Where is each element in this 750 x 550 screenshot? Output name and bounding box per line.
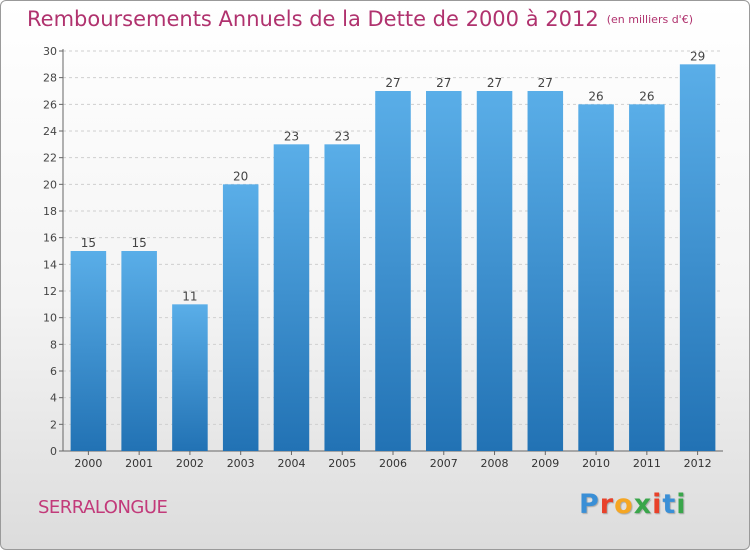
x-tick-label: 2002	[176, 457, 204, 470]
y-tick-label: 30	[43, 45, 57, 58]
x-tick-label: 2008	[481, 457, 509, 470]
data-label-2001: 15	[132, 236, 147, 250]
x-tick-label: 2007	[430, 457, 458, 470]
y-tick-label: 0	[50, 445, 57, 458]
data-label-2010: 26	[588, 89, 603, 103]
logo-letter: r	[599, 489, 615, 520]
bar-2000	[70, 251, 107, 451]
bar-2001	[121, 251, 157, 451]
bar-2010	[578, 104, 614, 451]
labels: 0246810121416182022242628301520001520011…	[43, 45, 712, 470]
chart-title-text: Remboursements Annuels de la Dette de 20…	[27, 7, 599, 31]
data-label-2009: 27	[538, 76, 553, 90]
data-label-2003: 20	[233, 169, 248, 183]
logo-letter: P	[579, 489, 600, 520]
x-tick-label: 2000	[74, 457, 102, 470]
chart-subtitle: (en milliers d'€)	[606, 13, 693, 26]
y-tick-label: 12	[43, 285, 57, 298]
logo-letter: x	[633, 489, 653, 520]
y-tick-label: 18	[43, 205, 57, 218]
y-tick-label: 10	[43, 312, 57, 325]
bars	[70, 64, 716, 452]
y-tick-label: 4	[50, 392, 57, 405]
x-tick-label: 2009	[531, 457, 559, 470]
bar-2005	[324, 144, 360, 452]
bar-2009	[527, 91, 564, 451]
proxiti-logo[interactable]: Proxiti	[579, 489, 687, 520]
commune-name: SERRALONGUE	[38, 497, 168, 518]
bar-2011	[629, 104, 665, 451]
data-label-2012: 29	[690, 49, 705, 63]
y-tick-label: 20	[43, 178, 57, 191]
x-tick-label: 2003	[227, 457, 255, 470]
logo-letter: i	[652, 489, 663, 520]
logo-letter: t	[662, 489, 677, 520]
bar-2004	[273, 144, 310, 452]
data-label-2007: 27	[436, 76, 451, 90]
bar-2012	[679, 64, 716, 452]
data-label-2006: 27	[385, 76, 400, 90]
data-label-2011: 26	[639, 89, 654, 103]
x-tick-label: 2005	[328, 457, 356, 470]
x-tick-label: 2012	[684, 457, 712, 470]
bar-2007	[426, 91, 462, 451]
bar-2006	[375, 91, 411, 451]
data-label-2002: 11	[182, 289, 197, 303]
y-tick-label: 8	[50, 338, 57, 351]
x-tick-label: 2001	[125, 457, 153, 470]
data-label-2000: 15	[81, 236, 96, 250]
y-tick-label: 26	[43, 98, 57, 111]
x-tick-label: 2011	[633, 457, 661, 470]
data-label-2004: 23	[284, 129, 299, 143]
bar-2003	[222, 184, 259, 452]
y-tick-label: 14	[43, 258, 57, 271]
bar-2008	[476, 91, 513, 451]
y-tick-label: 6	[50, 365, 57, 378]
x-tick-label: 2004	[277, 457, 305, 470]
x-tick-label: 2006	[379, 457, 407, 470]
data-label-2008: 27	[487, 76, 502, 90]
y-tick-label: 22	[43, 152, 57, 165]
y-tick-label: 16	[43, 232, 57, 245]
y-tick-label: 2	[50, 418, 57, 431]
logo-letter: o	[614, 489, 634, 520]
bar-2002	[172, 304, 208, 451]
y-tick-label: 24	[43, 125, 57, 138]
logo-letter: i	[676, 489, 687, 520]
y-tick-label: 28	[43, 72, 57, 85]
x-tick-label: 2010	[582, 457, 610, 470]
chart-title: Remboursements Annuels de la Dette de 20…	[27, 7, 693, 31]
data-label-2005: 23	[335, 129, 350, 143]
